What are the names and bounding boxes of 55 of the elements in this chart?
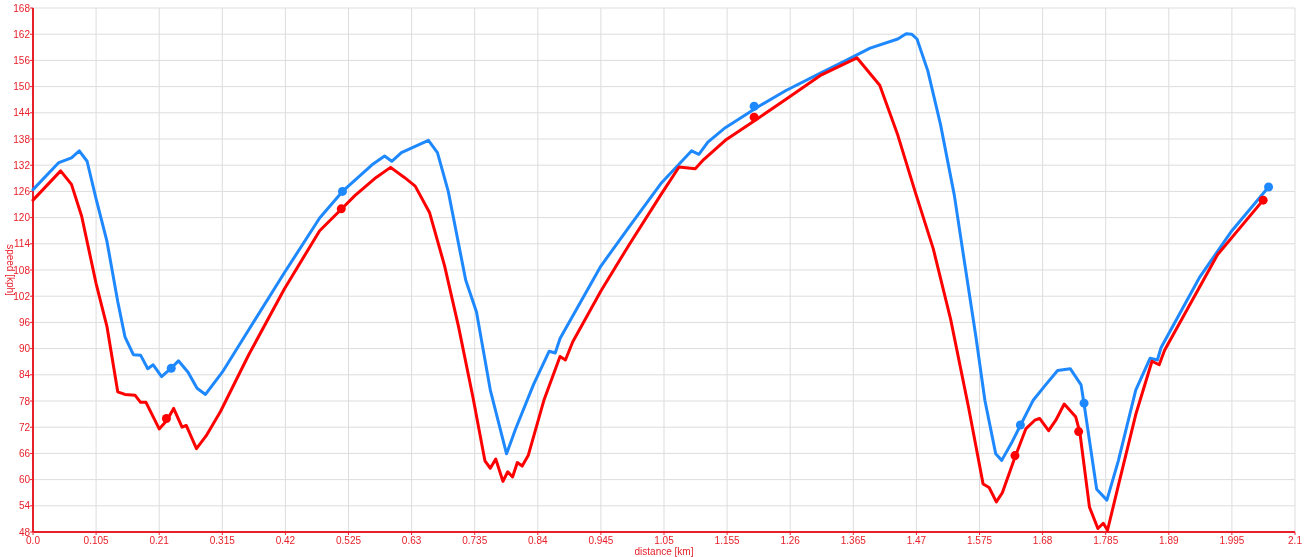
y-tick-label: 96 [18, 316, 31, 328]
point [166, 363, 176, 373]
point [336, 204, 346, 214]
point [1264, 182, 1274, 192]
point [749, 101, 759, 111]
x-tick-label: 2.1 [1288, 535, 1303, 546]
y-tick-label: 78 [18, 395, 31, 407]
y-tick-label: 108 [13, 264, 31, 276]
y-tick-label: 168 [13, 2, 31, 14]
x-tick-label: 0.42 [275, 535, 296, 546]
x-tick-label: 1.155 [714, 535, 741, 546]
x-tick-label: 1.995 [1219, 535, 1245, 546]
y-tick-label: 162 [13, 28, 31, 40]
x-tick-label: 1.05 [654, 535, 675, 546]
y-tick-label: 120 [13, 212, 31, 224]
x-tick-label: 1.47 [906, 535, 927, 546]
y-tick-label: 132 [13, 159, 31, 171]
y-tick-label: 48 [18, 526, 31, 538]
y-tick-label: 150 [13, 81, 31, 93]
y-tick-label: 102 [13, 290, 31, 302]
point [1074, 427, 1084, 437]
y-tick-label: 156 [13, 54, 31, 66]
y-tick-label: 138 [13, 133, 31, 145]
x-tick-label: 0.315 [209, 535, 236, 546]
x-tick-label: 1.68 [1032, 535, 1053, 546]
y-tick-label: 126 [13, 185, 31, 197]
y-tick-label: 72 [18, 421, 31, 433]
point [1010, 451, 1020, 461]
y-tick-label: 54 [18, 500, 31, 512]
point [749, 112, 759, 122]
y-tick-label: 90 [18, 343, 31, 355]
x-tick-label: 1.785 [1093, 535, 1119, 546]
x-tick-label: 1.26 [780, 535, 801, 546]
x-tick-label: 0.735 [462, 535, 488, 546]
y-tick-label: 60 [18, 474, 31, 486]
y-tick-label: 114 [14, 238, 31, 250]
point [161, 413, 171, 423]
point [337, 186, 347, 196]
x-tick-label: 0.84 [528, 535, 548, 546]
x-tick-label: 0.0 [26, 535, 41, 546]
x-tick-label: 1.575 [966, 535, 993, 546]
point [1258, 195, 1268, 205]
y-tick-label: 84 [18, 369, 31, 381]
y-tick-label: 66 [18, 447, 31, 459]
x-axis-title: distance [km] [634, 546, 694, 557]
x-tick-label: 0.525 [335, 535, 362, 546]
x-tick-label: 0.945 [588, 535, 614, 546]
point [1015, 420, 1025, 430]
x-tick-label: 0.105 [83, 535, 110, 546]
x-tick-label: 0.63 [401, 535, 422, 546]
point [1079, 398, 1089, 408]
y-tick-label: 144 [13, 107, 31, 119]
x-tick-label: 1.89 [1159, 535, 1179, 546]
x-tick-label: 1.365 [840, 535, 867, 546]
x-tick-label: 0.21 [149, 535, 170, 546]
